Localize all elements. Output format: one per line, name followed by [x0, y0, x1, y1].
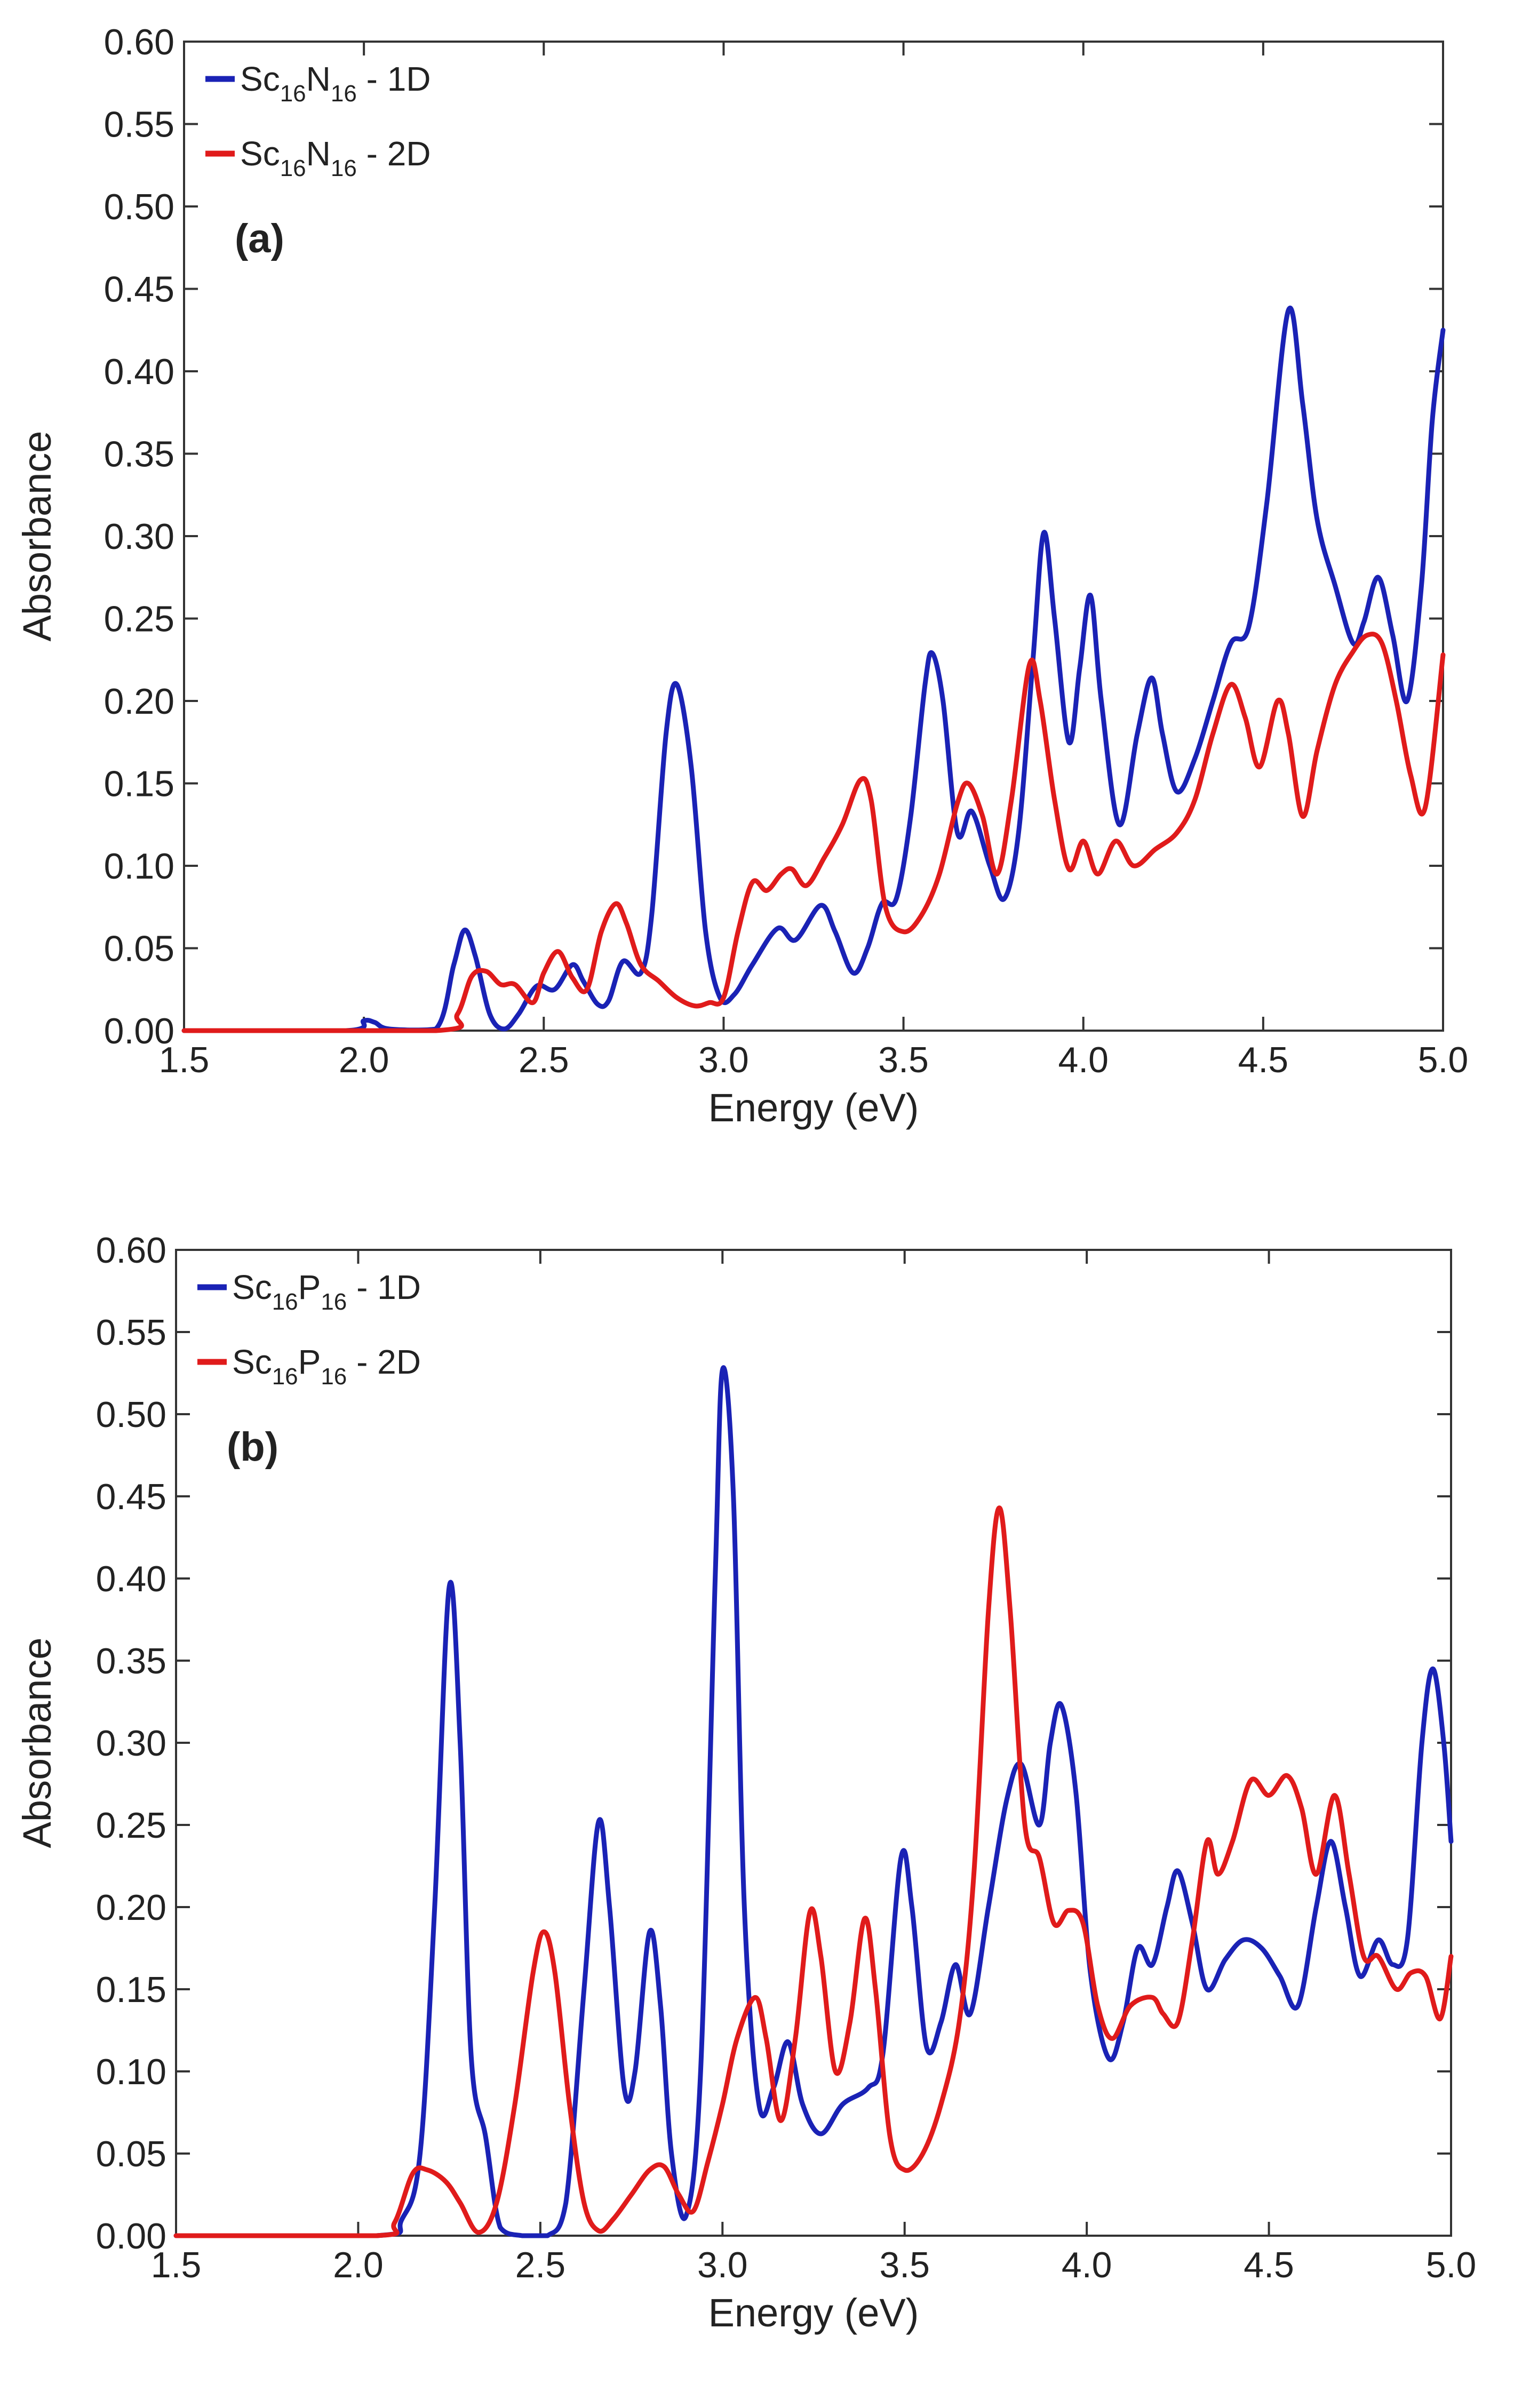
y-tick-label: 0.40	[96, 1559, 166, 1599]
x-tick-label: 2.0	[339, 1040, 389, 1080]
legend-text-part: - 1D	[347, 1268, 421, 1306]
x-tick-label: 4.5	[1244, 2245, 1294, 2285]
x-tick-label: 1.5	[151, 2245, 202, 2285]
series-line-2d	[181, 632, 1446, 1033]
y-tick-label: 0.20	[104, 681, 174, 722]
y-tick-label: 0.15	[104, 764, 174, 804]
legend-subscript: 16	[272, 1364, 298, 1390]
y-tick-label: 0.00	[96, 2216, 166, 2256]
y-axis-label: Absorbance	[15, 431, 59, 642]
plot-frame	[175, 1249, 1452, 2237]
legend-text-part: Sc	[240, 60, 280, 98]
legend-text-part: P	[298, 1343, 321, 1381]
legend-entry: Sc16N16 - 1D	[240, 60, 431, 107]
y-tick-label: 0.25	[104, 599, 174, 640]
legend-entry: Sc16N16 - 2D	[240, 134, 431, 181]
y-tick-label: 0.30	[104, 516, 174, 557]
x-axis-label: Energy (eV)	[708, 2291, 919, 2335]
panel-label: (a)	[235, 216, 284, 261]
series-line-2d	[173, 1505, 1454, 2238]
legend-text-part: N	[306, 134, 331, 173]
legend-subscript: 16	[331, 155, 357, 181]
y-tick-label: 0.40	[104, 352, 174, 392]
x-tick-label: 4.0	[1058, 1040, 1109, 1080]
x-tick-label: 3.5	[879, 2245, 930, 2285]
x-tick-label: 2.0	[333, 2245, 384, 2285]
panel-b-chart: 1.5 2.0 2.5 3.0 3.5 4.0 4.5 5.0 0.00 0.05 0.10 0.15…	[15, 1230, 1476, 2335]
legend-text-part: N	[306, 60, 331, 98]
y-tick-label: 0.55	[96, 1312, 166, 1353]
legend-subscript: 16	[321, 1289, 347, 1315]
x-tick-label: 1.5	[159, 1040, 210, 1080]
y-tick-label: 0.45	[104, 269, 174, 310]
y-tick-label: 0.00	[104, 1011, 174, 1051]
y-tick-label: 0.35	[104, 434, 174, 475]
legend-text-part: - 1D	[357, 60, 431, 98]
y-tick-label: 0.60	[96, 1230, 166, 1271]
x-tick-label: 5.0	[1426, 2245, 1477, 2285]
legend-text-part: Sc	[232, 1343, 272, 1381]
series-line-1d	[181, 306, 1446, 1033]
legend-subscript: 16	[280, 81, 306, 107]
plot-frame	[183, 41, 1444, 1032]
y-tick-label: 0.30	[96, 1723, 166, 1764]
legend-subscript: 16	[280, 155, 306, 181]
y-tick-label: 0.60	[104, 22, 174, 62]
y-tick-label: 0.20	[96, 1887, 166, 1928]
x-tick-label: 4.5	[1238, 1040, 1289, 1080]
x-tick-label: 3.0	[698, 1040, 749, 1080]
panel-label: (b)	[227, 1424, 278, 1470]
legend-text-part: Sc	[240, 134, 280, 173]
x-tick-label: 4.0	[1062, 2245, 1112, 2285]
x-tick-label: 3.0	[697, 2245, 748, 2285]
y-tick-label: 0.50	[96, 1394, 166, 1435]
y-tick-label: 0.50	[104, 187, 174, 227]
legend-entry: Sc16P16 - 1D	[232, 1268, 421, 1315]
y-tick-label: 0.35	[96, 1641, 166, 1681]
x-tick-label: 2.5	[519, 1040, 569, 1080]
legend-subscript: 16	[321, 1364, 347, 1390]
y-tick-label: 0.45	[96, 1477, 166, 1517]
legend-entry: Sc16P16 - 2D	[232, 1343, 421, 1390]
y-axis-label: Absorbance	[15, 1638, 59, 1848]
x-axis-label: Energy (eV)	[708, 1086, 919, 1130]
y-tick-label: 0.05	[96, 2134, 166, 2174]
y-tick-label: 0.05	[104, 929, 174, 969]
x-tick-label: 5.0	[1418, 1040, 1469, 1080]
legend-text-part: P	[298, 1268, 321, 1306]
legend-text-part: Sc	[232, 1268, 272, 1306]
legend-subscript: 16	[331, 81, 357, 107]
legend-text-part: - 2D	[357, 134, 431, 173]
y-tick-label: 0.55	[104, 105, 174, 145]
x-tick-label: 2.5	[515, 2245, 566, 2285]
legend-subscript: 16	[272, 1289, 298, 1315]
y-tick-label: 0.15	[96, 1970, 166, 2010]
panel-a-chart: 1.5 2.0 2.5 3.0 3.5 4.0 4.5 5.0 0.00 0.05 0.10 0.15…	[15, 22, 1468, 1130]
legend-text-part: - 2D	[347, 1343, 421, 1381]
x-tick-label: 3.5	[878, 1040, 929, 1080]
y-tick-label: 0.10	[104, 846, 174, 887]
series-line-1d	[173, 1365, 1454, 2238]
y-tick-label: 0.25	[96, 1805, 166, 1846]
y-tick-label: 0.10	[96, 2052, 166, 2092]
